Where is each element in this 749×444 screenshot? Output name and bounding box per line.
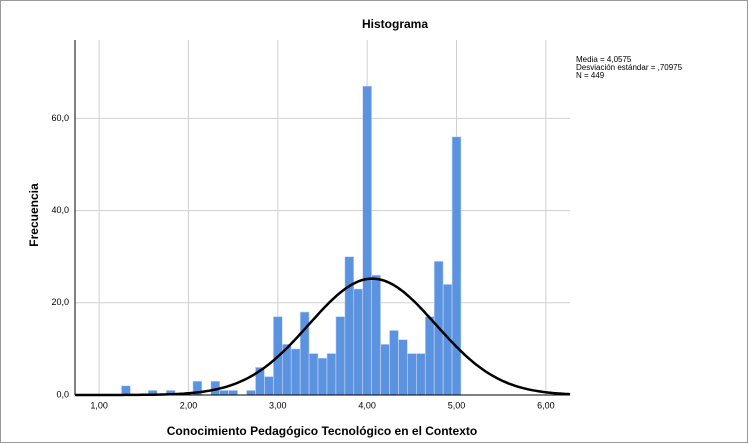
bar xyxy=(389,330,399,396)
y-axis-label: Frecuencia xyxy=(27,183,41,247)
bar xyxy=(308,353,319,396)
x-axis-label: Conocimiento Pedagógico Tecnológico en e… xyxy=(167,424,477,438)
bar xyxy=(335,316,346,396)
bar xyxy=(317,357,328,396)
bar xyxy=(326,353,337,396)
x-tick-label: 6,00 xyxy=(537,400,555,410)
bar xyxy=(121,385,131,396)
x-tick-label: 4,00 xyxy=(358,400,376,410)
x-tick-label: 2,00 xyxy=(180,400,198,410)
stat-label: Desviación estándar = ,70975 xyxy=(576,63,683,72)
bar xyxy=(416,353,426,396)
bar xyxy=(344,256,355,396)
chart-title: Histograma xyxy=(362,17,428,31)
y-tick-label: 0,0 xyxy=(56,389,69,399)
x-tick-label: 3,00 xyxy=(269,400,287,410)
x-tick-label: 5,00 xyxy=(448,400,466,410)
y-tick-label: 20,0 xyxy=(51,297,69,307)
bar xyxy=(290,348,301,396)
normal-curve xyxy=(75,277,571,397)
bar xyxy=(424,316,435,396)
bar xyxy=(407,353,417,396)
bar xyxy=(371,274,381,396)
bar xyxy=(398,339,408,396)
bar xyxy=(451,136,462,396)
x-tick-label: 1,00 xyxy=(90,400,108,410)
bar xyxy=(353,288,364,396)
bar xyxy=(246,390,256,396)
bar xyxy=(228,390,238,396)
stat-label: N = 449 xyxy=(576,71,605,80)
y-tick-label: 60,0 xyxy=(51,113,69,123)
bar xyxy=(362,85,372,396)
stat-label: Media = 4,0575 xyxy=(576,55,632,64)
bar xyxy=(380,343,390,396)
y-tick-label: 40,0 xyxy=(51,205,69,215)
bar xyxy=(219,390,229,396)
bar xyxy=(264,376,274,396)
